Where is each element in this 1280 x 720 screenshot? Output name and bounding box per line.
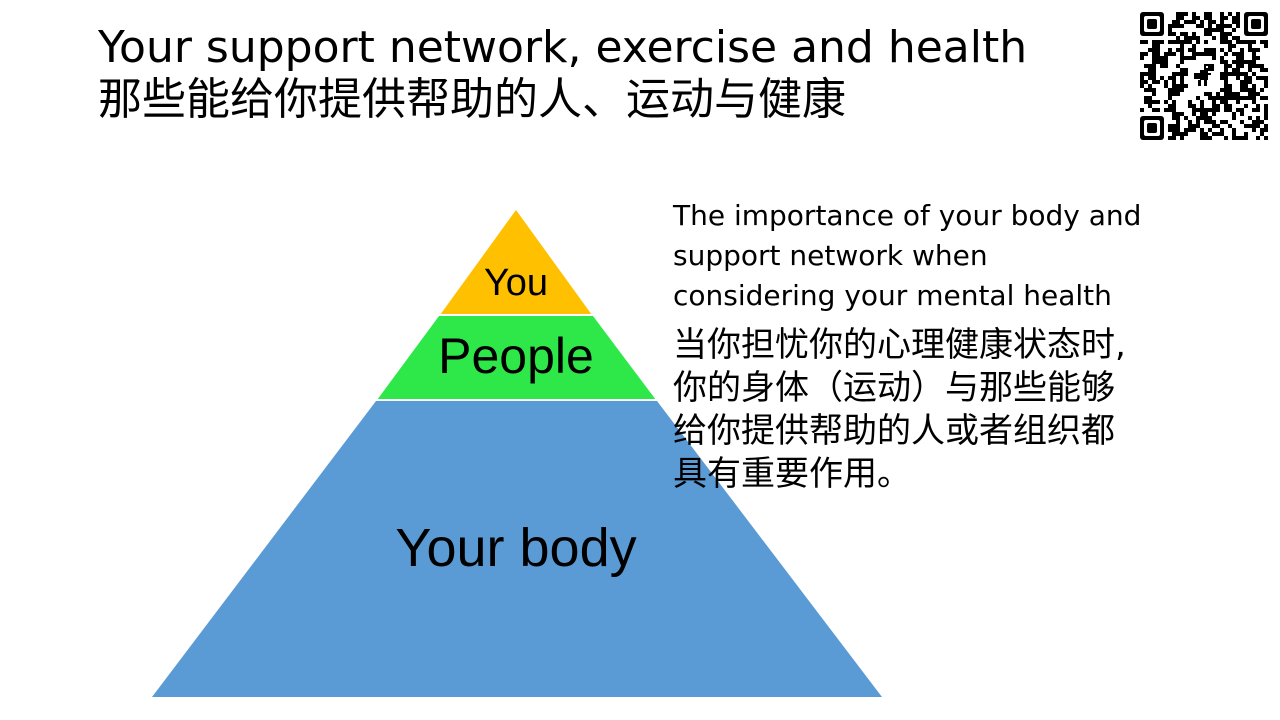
pyramid-label-your-body: Your body: [395, 518, 636, 578]
title-chinese: 那些能给你提供帮助的人、运动与健康: [98, 74, 846, 125]
pyramid-level-you: [440, 210, 592, 315]
pyramid-level-your-body: [152, 401, 882, 697]
info-chinese: 当你担忧你的心理健康状态时, 你的身体（运动）与那些能够 给你提供帮助的人或者组…: [673, 325, 1126, 494]
title-english: Your support network, exercise and healt…: [98, 22, 1028, 73]
pyramid-label-you: You: [484, 262, 548, 304]
info-english: The importance of your body and support …: [673, 199, 1142, 312]
pyramid-label-people: People: [438, 328, 594, 384]
info-text-box: The importance of your body and support …: [673, 196, 1233, 496]
pyramid-level-people: [377, 316, 656, 400]
qr-code-icon: [1140, 12, 1268, 140]
dinosaur-icon: [1190, 62, 1218, 90]
slide-title: Your support network, exercise and healt…: [98, 22, 1098, 126]
